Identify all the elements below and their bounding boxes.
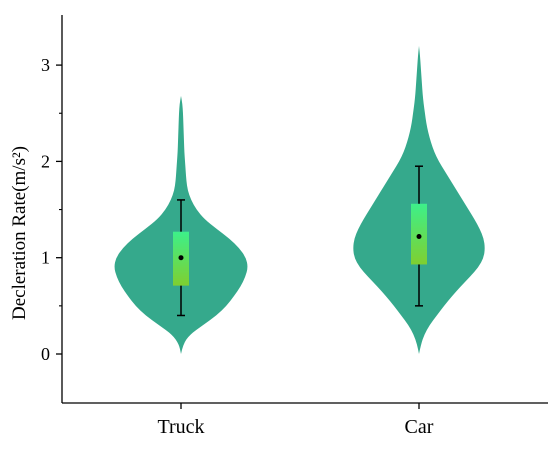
x-tick-label-car: Car: [405, 416, 434, 438]
axes: 0 1 2 3 Truck Car: [41, 15, 548, 438]
y-tick-label: 3: [41, 55, 50, 75]
y-tick-label: 0: [41, 344, 50, 364]
x-tick-label-truck: Truck: [157, 416, 204, 438]
y-tick-label: 1: [41, 248, 50, 268]
y-axis-label: Decleration Rate(m/s²): [9, 146, 30, 320]
mean-point: [416, 234, 422, 240]
violin-car: [353, 45, 485, 355]
violin-truck: [114, 95, 248, 354]
y-tick-label: 2: [41, 151, 50, 171]
mean-point: [178, 255, 184, 261]
plot-area: [114, 45, 485, 355]
